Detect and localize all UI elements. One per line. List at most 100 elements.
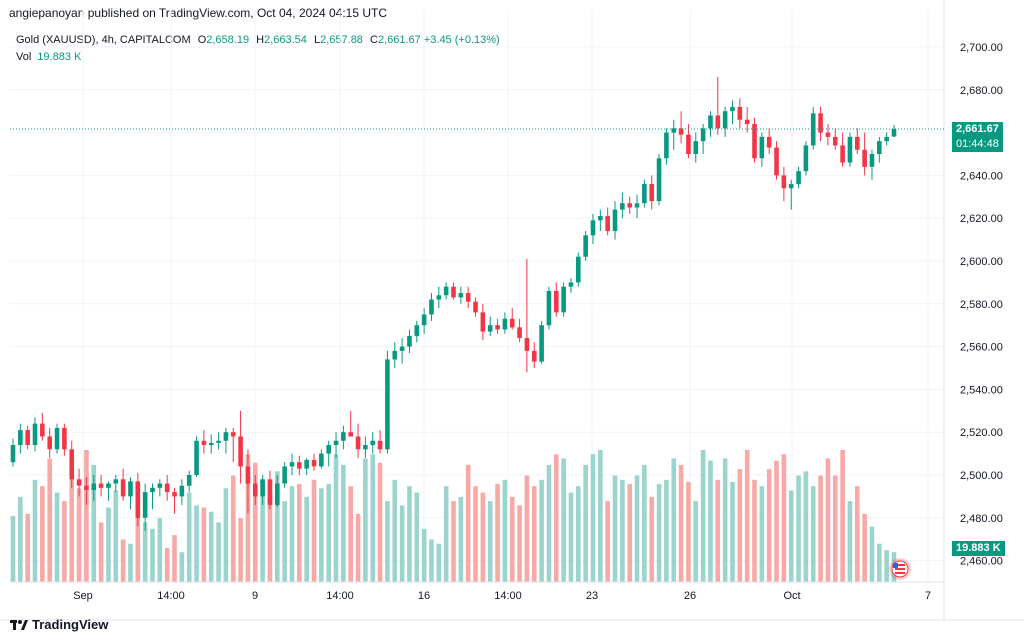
volume-bar: [319, 488, 324, 582]
volume-bar: [363, 458, 368, 582]
candle-body: [407, 335, 412, 347]
volume-bar: [172, 535, 177, 582]
price-tick-label: 2,480.00: [960, 513, 1003, 525]
price-tick-label: 2,600.00: [960, 256, 1003, 268]
candle-body: [421, 314, 427, 326]
volume-tag: 19.883 K: [952, 541, 1005, 556]
volume-bar: [656, 484, 662, 582]
candle-body: [106, 483, 111, 488]
candle-body: [157, 483, 163, 488]
volume-bar: [722, 458, 728, 582]
chart-legend: Gold (XAUUSD), 4h, CAPITALCOM O2,658.19 …: [16, 32, 500, 66]
candle-body: [678, 128, 684, 135]
time-scale[interactable]: Sep 14:00 9 14:00 16 14:00 23 26 Oct 7: [73, 590, 931, 602]
candle-body: [708, 115, 713, 129]
low-value: 2,657.88: [320, 34, 363, 46]
volume-bar: [862, 513, 867, 582]
candle-body: [509, 318, 515, 328]
volume-bar: [385, 501, 390, 582]
candle-body: [869, 154, 875, 167]
volume-bar: [840, 450, 845, 582]
volume-bar: [179, 552, 185, 582]
candle-body: [443, 286, 449, 296]
symbol-label[interactable]: Gold (XAUUSD), 4h, CAPITALCOM: [16, 34, 191, 46]
vol-label[interactable]: Vol: [16, 51, 32, 63]
candle-body: [186, 475, 192, 486]
candle-body: [620, 203, 625, 210]
time-tick-label: 14:00: [494, 590, 522, 602]
candle-body: [172, 492, 177, 497]
volume-bar: [671, 458, 677, 582]
candle-body: [208, 442, 214, 446]
candle-body: [311, 460, 317, 467]
volume-bar: [186, 492, 192, 582]
candle-body: [392, 350, 398, 360]
volume-bar: [517, 505, 522, 582]
volume-bar: [781, 454, 787, 582]
volume-bar: [818, 475, 823, 582]
volume-bar: [260, 479, 265, 582]
volume-bar: [429, 539, 434, 582]
volume-bar: [810, 486, 816, 582]
candle-body: [150, 487, 155, 493]
candle-body: [377, 440, 383, 450]
candle-body: [480, 312, 486, 332]
time-tick-label: 23: [586, 590, 598, 602]
volume-bar: [282, 501, 287, 582]
volume-bar: [700, 450, 706, 582]
candle-body: [267, 479, 273, 505]
candle-body: [612, 209, 618, 232]
volume-bar: [737, 469, 743, 582]
volume-bar: [62, 501, 67, 582]
tradingview-footer[interactable]: TradingView: [10, 617, 108, 632]
volume-bar: [18, 496, 23, 582]
candle-body: [25, 430, 30, 446]
candle-body: [223, 432, 229, 441]
volume-bar: [326, 484, 331, 582]
volume-bar: [627, 484, 632, 582]
candle-body: [495, 325, 500, 330]
volume-bar: [774, 460, 779, 582]
candle-body: [282, 466, 287, 484]
high-label: H: [256, 34, 265, 46]
candle-body: [818, 113, 823, 133]
price-scale[interactable]: 2,700.002,680.002,660.002,640.002,620.00…: [960, 42, 1003, 568]
price-tick-label: 2,560.00: [960, 342, 1003, 354]
candle-body: [252, 483, 258, 497]
volume-bar: [370, 454, 376, 582]
candle-body: [230, 432, 236, 437]
time-tick-label: 26: [684, 590, 696, 602]
volume-bar: [605, 501, 610, 582]
countdown-value: 01:44:48: [956, 138, 999, 151]
candle-body: [414, 325, 420, 336]
candle-body: [436, 295, 442, 300]
candle-body: [326, 445, 331, 454]
volume-bar: [157, 518, 163, 582]
volume-bar: [686, 481, 691, 582]
candle-body: [664, 132, 669, 159]
volume-bar: [113, 490, 119, 582]
volume-bar: [201, 507, 207, 582]
candle-body: [539, 325, 544, 362]
volume-bar: [598, 450, 603, 582]
volume-bar: [509, 496, 515, 582]
candle-body: [649, 183, 655, 202]
volume-bar: [194, 505, 199, 582]
volume-bar: [32, 479, 38, 582]
candle-body: [194, 440, 199, 475]
flag-icon[interactable]: [889, 558, 911, 580]
candle-body: [546, 290, 552, 326]
volume-bar: [561, 458, 566, 582]
volume-bar: [208, 511, 214, 582]
volume-bar: [311, 479, 317, 582]
price-tick-label: 2,640.00: [960, 170, 1003, 182]
candle-body: [576, 256, 581, 283]
volume-bar: [304, 496, 309, 582]
volume-bar: [47, 458, 53, 582]
candle-body: [840, 145, 845, 163]
change-value: +3.45 (+0.13%): [423, 34, 500, 46]
brand-name: TradingView: [32, 617, 109, 632]
candle-body: [32, 423, 38, 446]
close-label: C: [370, 34, 378, 46]
